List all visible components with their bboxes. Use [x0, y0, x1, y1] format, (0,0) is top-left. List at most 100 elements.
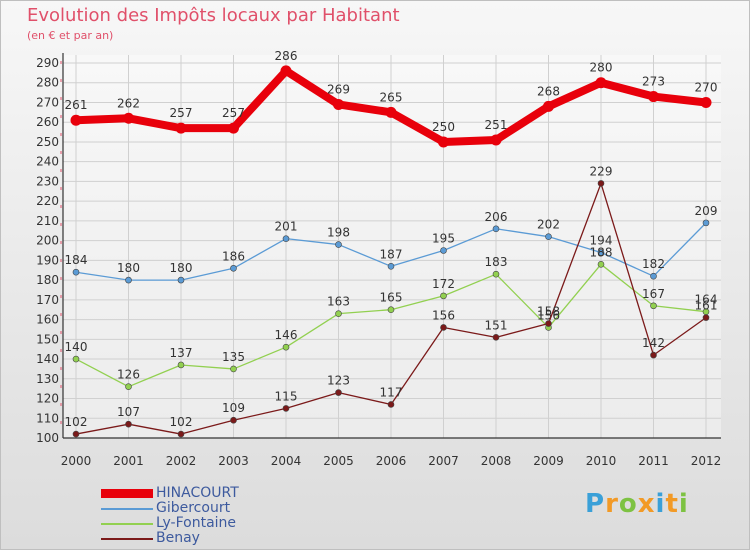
data-label: 142: [642, 336, 665, 350]
data-label: 188: [590, 245, 613, 259]
y-tick-label: 190: [36, 253, 59, 267]
x-tick-label: 2007: [428, 454, 459, 468]
y-tick-label: 130: [36, 372, 59, 386]
data-label: 201: [275, 220, 298, 234]
y-tick-label: 150: [36, 332, 59, 346]
y-tick-label: 220: [36, 194, 59, 208]
data-point: [125, 383, 132, 390]
data-label: 251: [485, 118, 508, 132]
x-tick-label: 2006: [376, 454, 407, 468]
proxiti-logo: Proxiti: [585, 489, 689, 519]
data-label: 269: [327, 82, 350, 96]
data-label: 115: [275, 389, 298, 403]
y-tick-label: 260: [36, 115, 59, 129]
data-point: [492, 270, 500, 278]
x-tick-label: 2002: [166, 454, 197, 468]
data-label: 184: [65, 253, 88, 267]
data-label: 135: [222, 350, 245, 364]
data-point: [175, 122, 187, 134]
data-point: [335, 310, 342, 317]
chart-title: Evolution des Impôts locaux par Habitant: [27, 5, 400, 26]
data-label: 156: [537, 308, 560, 322]
data-point: [597, 249, 605, 256]
data-label: 257: [222, 106, 245, 120]
plot-area: [63, 55, 721, 438]
x-tick-label: 2003: [218, 454, 249, 468]
data-label: 123: [327, 374, 350, 388]
data-point: [177, 361, 185, 369]
data-label: 126: [117, 368, 140, 382]
y-tick-label: 200: [36, 234, 59, 248]
chart-subtitle: (en € et par an): [27, 29, 114, 42]
data-point: [648, 91, 659, 103]
data-label: 280: [590, 61, 613, 75]
legend-item: Ly-Fontaine: [101, 515, 301, 531]
data-label: 229: [590, 164, 613, 178]
legend-swatch: [101, 489, 153, 498]
legend-item: Benay: [101, 530, 301, 546]
data-label: 165: [380, 291, 403, 305]
y-tick-label: 180: [36, 273, 59, 287]
x-tick-label: 2008: [481, 454, 512, 468]
data-label: 163: [327, 295, 350, 309]
data-point: [282, 405, 290, 412]
data-point: [490, 134, 502, 146]
x-tick-label: 2005: [323, 454, 354, 468]
data-point: [72, 268, 80, 276]
data-point: [492, 225, 500, 233]
y-tick-label: 270: [36, 95, 59, 109]
data-label: 270: [695, 80, 718, 94]
logo-letter: t: [665, 489, 679, 519]
y-tick-label: 250: [36, 135, 59, 149]
data-label: 137: [170, 346, 193, 360]
data-point: [650, 272, 657, 280]
data-label: 151: [485, 318, 508, 332]
data-point: [125, 420, 132, 428]
data-point: [702, 219, 710, 227]
x-tick-label: 2000: [61, 454, 92, 468]
data-label: 102: [65, 415, 88, 429]
y-tick-label: 290: [36, 56, 59, 70]
x-tick-label: 2009: [533, 454, 564, 468]
data-point: [702, 314, 710, 321]
data-label: 257: [170, 106, 193, 120]
data-label: 117: [380, 385, 403, 399]
data-point: [650, 302, 657, 310]
data-label: 195: [432, 232, 455, 246]
data-point: [280, 65, 292, 77]
x-tick-label: 2004: [271, 454, 302, 468]
data-point: [385, 106, 397, 118]
data-label: 156: [432, 308, 455, 322]
y-tick-label: 280: [36, 76, 59, 90]
data-label: 161: [695, 299, 718, 313]
y-tick-label: 210: [36, 214, 59, 228]
data-point: [228, 122, 239, 134]
legend-item: Gibercourt: [101, 500, 301, 516]
data-point: [125, 276, 132, 284]
data-point: [230, 416, 237, 424]
y-tick-label: 140: [36, 352, 59, 366]
data-point: [438, 136, 449, 148]
data-label: 206: [485, 210, 508, 224]
data-point: [700, 96, 712, 108]
y-tick-label: 110: [36, 411, 59, 425]
logo-letter: P: [585, 489, 606, 519]
x-tick-label: 2010: [586, 454, 617, 468]
data-label: 250: [432, 120, 455, 134]
data-point: [387, 401, 395, 408]
y-tick-label: 120: [36, 392, 59, 406]
logo-letter: r: [605, 489, 619, 519]
data-point: [123, 112, 134, 124]
data-point: [545, 233, 552, 240]
y-tick-label: 230: [36, 174, 59, 188]
data-point: [440, 324, 447, 331]
data-label: 186: [222, 249, 245, 263]
data-label: 265: [380, 90, 403, 104]
data-point: [440, 247, 447, 254]
data-point: [335, 241, 342, 248]
data-point: [597, 261, 605, 268]
data-label: 109: [222, 401, 245, 415]
data-label: 102: [170, 415, 193, 429]
legend-item: HINACOURT: [101, 485, 301, 501]
x-tick-label: 2012: [691, 454, 722, 468]
